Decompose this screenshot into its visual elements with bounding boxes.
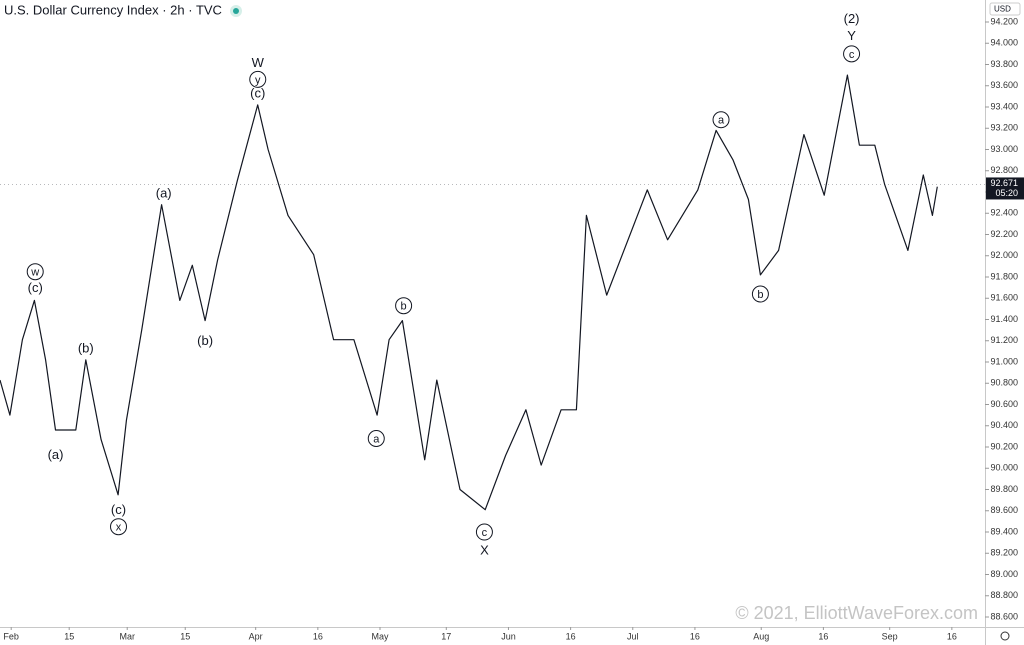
y-tick-label: 91.200	[990, 335, 1018, 345]
wave-label: Y	[847, 28, 856, 43]
x-tick-label: Mar	[119, 631, 135, 641]
wave-label: X	[480, 543, 489, 558]
wave-circle	[110, 518, 128, 536]
x-tick-label: Sep	[882, 631, 898, 641]
x-tick-label: Jul	[627, 631, 639, 641]
wave-label: (2)	[844, 11, 860, 26]
y-tick-label: 88.600	[990, 611, 1018, 621]
wave-label: x	[116, 522, 122, 534]
wave-circle	[843, 45, 861, 63]
chart-title: U.S. Dollar Currency Index · 2h · TVC	[4, 2, 222, 17]
watermark: © 2021, ElliottWaveForex.com	[735, 603, 978, 623]
wave-label: (a)	[48, 447, 64, 462]
x-tick-label: Aug	[753, 631, 769, 641]
last-price-label: 92.671	[990, 178, 1018, 188]
y-tick-label: 91.400	[990, 314, 1018, 324]
x-tick-label: May	[371, 631, 389, 641]
price-line	[0, 74, 938, 511]
y-tick-label: 91.600	[990, 293, 1018, 303]
gear[interactable]	[1000, 631, 1010, 641]
wave-circle	[751, 285, 769, 303]
wave-label: y	[255, 74, 261, 86]
y-tick-label: 89.000	[990, 569, 1018, 579]
wave-label: a	[373, 433, 380, 445]
x-tick-label: 17	[441, 631, 451, 641]
wave-circle	[475, 523, 493, 541]
y-tick-label: 89.400	[990, 526, 1018, 536]
x-tick-label: 16	[313, 631, 323, 641]
x-tick-label: 16	[566, 631, 576, 641]
wave-label: a	[718, 115, 725, 127]
y-tick-label: 88.800	[990, 590, 1018, 600]
x-tick-label: 16	[690, 631, 700, 641]
y-tick-label: 94.000	[990, 38, 1018, 48]
y-tick-label: 92.400	[990, 208, 1018, 218]
wave-circle	[712, 111, 730, 129]
x-tick-label: Jun	[501, 631, 516, 641]
wave-label: (b)	[78, 341, 94, 356]
wave-label: c	[849, 49, 855, 61]
y-tick-label: 92.800	[990, 165, 1018, 175]
y-tick-label: 94.200	[990, 16, 1018, 26]
x-tick-label: 16	[947, 631, 957, 641]
wave-label: (c)	[250, 86, 265, 101]
countdown-label: 05:20	[995, 188, 1018, 198]
wave-label: (b)	[197, 333, 213, 348]
y-tick-label: 89.200	[990, 548, 1018, 558]
y-tick-label: 90.800	[990, 378, 1018, 388]
wave-label: w	[30, 267, 39, 279]
x-tick-label: Feb	[3, 631, 19, 641]
wave-circle	[395, 297, 413, 315]
y-tick-label: 89.800	[990, 484, 1018, 494]
currency-label: USD	[994, 5, 1011, 14]
wave-label: (a)	[156, 185, 172, 200]
x-tick-label: 15	[180, 631, 190, 641]
last-price-box	[986, 177, 1024, 200]
y-tick-label: 93.000	[990, 144, 1018, 154]
x-tick-label: Apr	[249, 631, 263, 641]
currency-button[interactable]	[989, 2, 1021, 16]
wave-circle	[367, 430, 385, 448]
x-tick-label: 16	[818, 631, 828, 641]
y-tick-label: 93.800	[990, 59, 1018, 69]
wave-circle	[26, 263, 44, 281]
wave-label: (c)	[111, 502, 126, 517]
y-tick-label: 90.200	[990, 441, 1018, 451]
x-tick-label: 15	[64, 631, 74, 641]
y-tick-label: 91.800	[990, 271, 1018, 281]
y-tick-label: 92.000	[990, 250, 1018, 260]
y-tick-label: 90.000	[990, 463, 1018, 473]
y-tick-label: 93.400	[990, 101, 1018, 111]
y-tick-label: 91.000	[990, 356, 1018, 366]
y-tick-label: 93.200	[990, 123, 1018, 133]
wave-circle	[249, 70, 267, 88]
wave-label: b	[757, 289, 763, 301]
y-tick-label: 89.600	[990, 505, 1018, 515]
y-tick-label: 93.600	[990, 80, 1018, 90]
settings-icon[interactable]	[1000, 631, 1010, 641]
status-dot	[233, 8, 239, 14]
wave-label: (c)	[28, 280, 43, 295]
y-tick-label: 90.400	[990, 420, 1018, 430]
wave-label: b	[401, 301, 407, 313]
y-tick-label: 90.600	[990, 399, 1018, 409]
y-tick-label: 92.200	[990, 229, 1018, 239]
wave-label: W	[252, 55, 265, 70]
wave-label: c	[482, 527, 488, 539]
